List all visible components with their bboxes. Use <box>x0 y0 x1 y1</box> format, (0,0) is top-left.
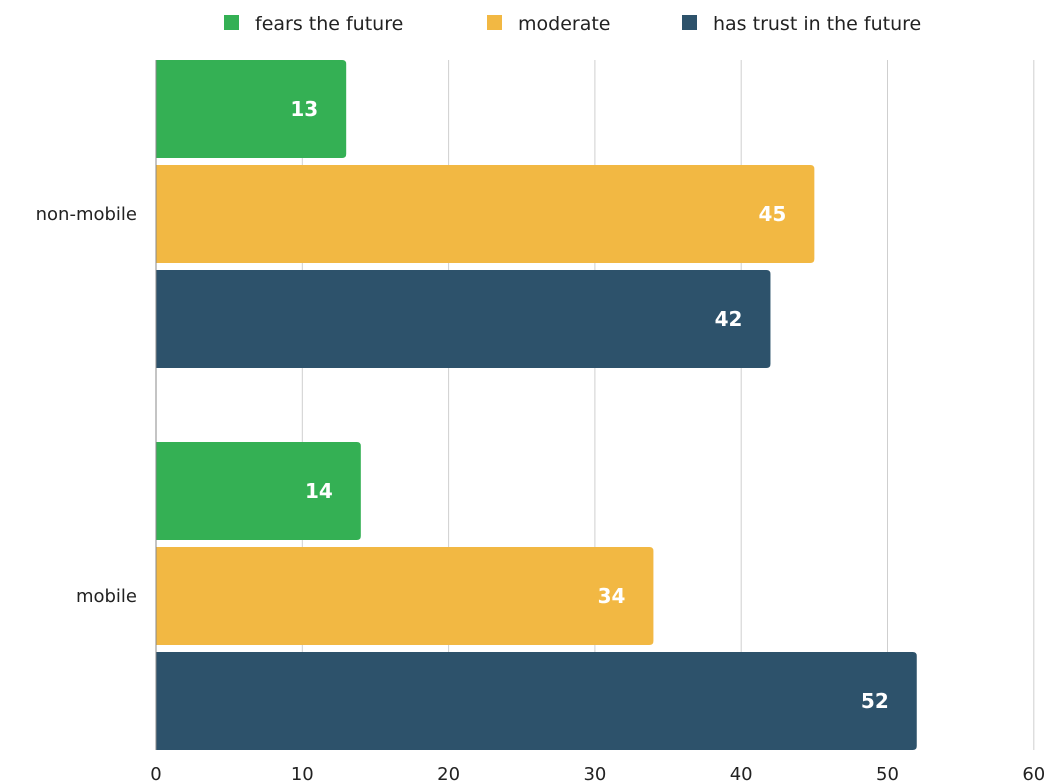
x-tick-label-50: 50 <box>876 764 899 783</box>
data-label-mobile-moderate: 34 <box>598 584 626 608</box>
legend-swatch-moderate <box>487 15 502 30</box>
legend-swatch-fears-the-future <box>224 15 239 30</box>
x-tick-label-20: 20 <box>437 764 460 783</box>
x-tick-label-60: 60 <box>1022 764 1045 783</box>
bar-non-mobile-fears-the-future <box>156 60 347 158</box>
category-labels: non-mobile mobile <box>36 204 137 607</box>
bar-non-mobile-has-trust-in-the-future <box>156 270 771 368</box>
data-label-mobile-has-trust-in-the-future: 52 <box>861 689 889 713</box>
data-label-non-mobile-has-trust-in-the-future: 42 <box>715 307 743 331</box>
bar-non-mobile-moderate <box>156 165 815 263</box>
bar-mobile-has-trust-in-the-future <box>156 652 917 750</box>
gridlines <box>301 60 1035 750</box>
x-tick-label-40: 40 <box>730 764 753 783</box>
bars: 13 45 42 14 34 52 <box>156 60 917 750</box>
x-axis-ticks: 0 10 20 30 40 50 60 <box>150 764 1045 783</box>
bar-mobile-moderate <box>156 547 654 645</box>
x-tick-label-0: 0 <box>150 764 161 783</box>
category-label-non-mobile: non-mobile <box>36 204 137 225</box>
legend-label-has-trust-in-the-future: has trust in the future <box>713 13 921 35</box>
legend-swatch-has-trust-in-the-future <box>682 15 697 30</box>
x-tick-label-30: 30 <box>583 764 606 783</box>
data-label-non-mobile-moderate: 45 <box>759 202 787 226</box>
x-tick-label-10: 10 <box>291 764 314 783</box>
legend-label-moderate: moderate <box>518 13 610 35</box>
chart-legend: fears the future moderate has trust in the… <box>224 13 921 35</box>
data-label-non-mobile-fears-the-future: 13 <box>290 97 318 121</box>
bar-mobile-fears-the-future <box>156 442 361 540</box>
data-label-mobile-fears-the-future: 14 <box>305 479 333 503</box>
category-label-mobile: mobile <box>76 586 137 607</box>
legend-label-fears-the-future: fears the future <box>255 13 403 35</box>
